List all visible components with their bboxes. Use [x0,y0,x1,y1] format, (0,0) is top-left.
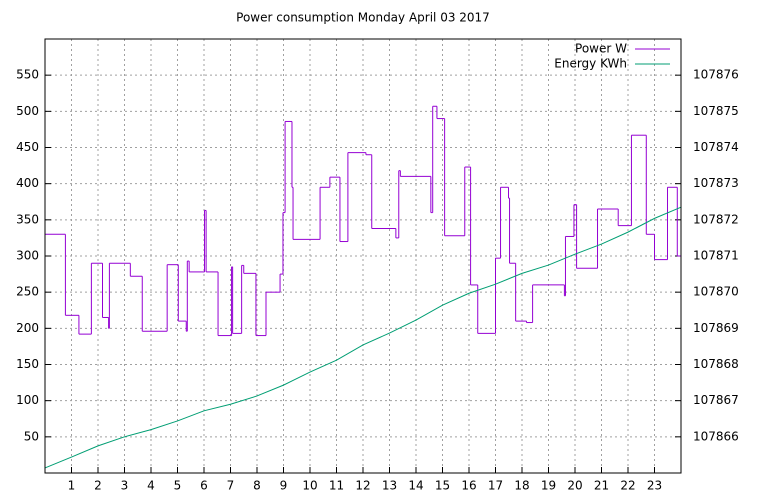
x-tick-label: 15 [435,479,450,493]
x-tick-label: 22 [620,479,635,493]
plot-border [44,38,682,474]
y-tick-label: 500 [16,104,39,118]
y2-tick-label: 107871 [693,249,739,263]
y-tick-label: 250 [16,285,39,299]
y-tick-label: 450 [16,140,39,154]
legend-label: Power W [575,42,627,56]
y-tick-label: 400 [16,176,39,190]
y-tick-label: 350 [16,212,39,226]
y-tick-label: 150 [16,357,39,371]
x-tick-label: 10 [302,479,317,493]
y-tick-label: 550 [16,68,39,82]
legend-label: Energy KWh [554,57,627,71]
x-tick-label: 16 [461,479,476,493]
x-tick-label: 1 [68,479,76,493]
x-tick-label: 12 [355,479,370,493]
y2-tick-label: 107870 [693,285,739,299]
x-tick-label: 21 [594,479,609,493]
x-tick-label: 11 [329,479,344,493]
y2-tick-label: 107868 [693,357,739,371]
x-tick-label: 13 [382,479,397,493]
x-tick-label: 3 [121,479,129,493]
x-tick-label: 17 [488,479,503,493]
x-tick-label: 2 [94,479,102,493]
x-tick-label: 7 [227,479,235,493]
x-tick-label: 14 [408,479,423,493]
x-tick-label: 19 [541,479,556,493]
chart-title: Power consumption Monday April 03 2017 [236,11,490,25]
x-tick-label: 18 [514,479,529,493]
y2-tick-label: 107867 [693,393,739,407]
x-tick-label: 4 [147,479,155,493]
y2-tick-label: 107872 [693,212,739,226]
y2-tick-label: 107869 [693,321,739,335]
x-tick-label: 23 [647,479,662,493]
x-tick-label: 8 [253,479,261,493]
y2-tick-label: 107873 [693,176,739,190]
y-tick-label: 50 [24,429,39,443]
y-tick-label: 100 [16,393,39,407]
energy-line [44,206,682,469]
y2-tick-label: 107866 [693,429,739,443]
x-tick-label: 6 [200,479,208,493]
x-tick-label: 5 [174,479,182,493]
y-tick-label: 300 [16,249,39,263]
x-tick-label: 20 [567,479,582,493]
y2-tick-label: 107874 [693,140,739,154]
y-tick-label: 200 [16,321,39,335]
y2-tick-label: 107876 [693,68,739,82]
x-tick-label: 9 [280,479,288,493]
y2-tick-label: 107875 [693,104,739,118]
